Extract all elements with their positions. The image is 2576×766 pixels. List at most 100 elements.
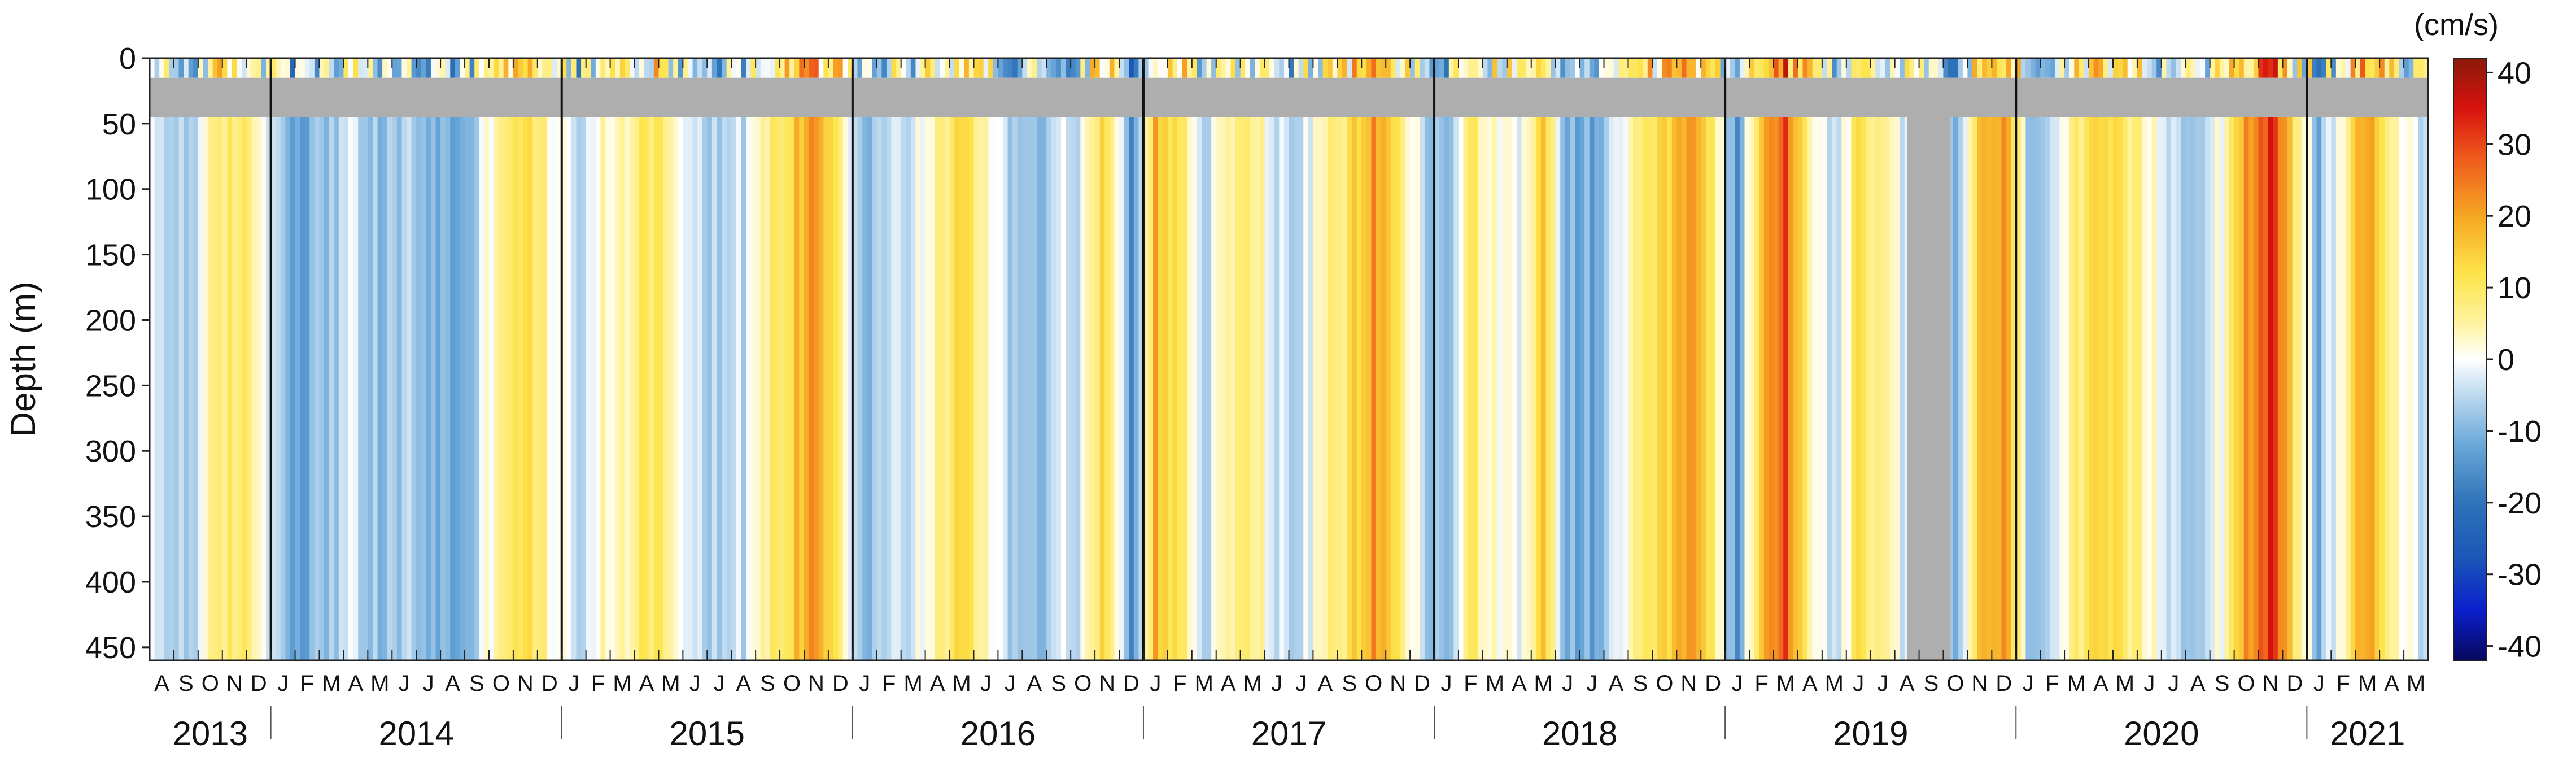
heatmap-cell bbox=[1356, 117, 1362, 660]
heatmap-cell bbox=[2069, 117, 2075, 660]
heatmap-cell bbox=[1414, 117, 1420, 660]
heatmap-cell-surface bbox=[1158, 58, 1163, 78]
heatmap-cell-surface bbox=[1521, 58, 1527, 78]
heatmap-cell bbox=[629, 117, 635, 660]
heatmap-cell-surface bbox=[508, 58, 514, 78]
heatmap-cell-surface bbox=[159, 58, 165, 78]
heatmap-cell bbox=[780, 117, 785, 660]
x-tick-label-month: O bbox=[492, 671, 510, 696]
heatmap-cells bbox=[150, 58, 2428, 660]
heatmap-cell bbox=[1439, 117, 1444, 660]
heatmap-cell bbox=[1662, 117, 1667, 660]
heatmap-cell bbox=[1885, 117, 1890, 660]
heatmap-cell-surface bbox=[1250, 58, 1256, 78]
heatmap-cell bbox=[2074, 117, 2080, 660]
heatmap-cell bbox=[430, 117, 436, 660]
colorbar-tick-label: 0 bbox=[2498, 343, 2514, 377]
heatmap-cell-surface bbox=[2031, 58, 2036, 78]
missing-data-regions bbox=[150, 77, 2428, 661]
heatmap-cell bbox=[2127, 117, 2133, 660]
heatmap-cell-surface bbox=[169, 58, 174, 78]
heatmap-cell-surface bbox=[741, 58, 746, 78]
heatmap-cell bbox=[1739, 117, 1745, 660]
heatmap-cell bbox=[2156, 117, 2162, 660]
heatmap-cell bbox=[2248, 117, 2254, 660]
heatmap-cell bbox=[469, 117, 475, 660]
heatmap-cell-surface bbox=[1109, 58, 1115, 78]
heatmap-cell bbox=[2408, 117, 2414, 660]
x-tick-label-month: J bbox=[277, 671, 289, 696]
x-tick-label-month: M bbox=[1825, 671, 1844, 696]
heatmap-cell bbox=[1807, 117, 1813, 660]
heatmap-cell bbox=[2346, 117, 2351, 660]
heatmap-cell bbox=[1555, 117, 1561, 660]
heatmap-cell bbox=[2229, 117, 2235, 660]
heatmap-cell bbox=[1332, 117, 1338, 660]
heatmap-cell bbox=[2103, 117, 2108, 660]
heatmap-cell bbox=[998, 117, 1003, 660]
heatmap-cell-surface bbox=[1671, 58, 1677, 78]
heatmap-cell-surface bbox=[435, 58, 441, 78]
heatmap-cell bbox=[1322, 117, 1328, 660]
heatmap-cell-surface bbox=[1027, 58, 1033, 78]
heatmap-cell-surface bbox=[1492, 58, 1498, 78]
heatmap-cell bbox=[1143, 117, 1149, 660]
heatmap-cell-surface bbox=[2360, 58, 2365, 78]
heatmap-cell-surface bbox=[537, 58, 543, 78]
heatmap-cell bbox=[818, 117, 824, 660]
heatmap-cell bbox=[416, 117, 422, 660]
heatmap-cell bbox=[1652, 117, 1658, 660]
heatmap-cell-surface bbox=[591, 58, 596, 78]
heatmap-cell bbox=[1691, 117, 1697, 660]
heatmap-cell-surface bbox=[619, 58, 625, 78]
heatmap-cell-surface bbox=[1482, 58, 1488, 78]
heatmap-cell-surface bbox=[2229, 58, 2235, 78]
heatmap-cell-surface bbox=[445, 58, 451, 78]
heatmap-cell bbox=[387, 117, 392, 660]
heatmap-cell bbox=[1730, 117, 1735, 660]
heatmap-cell bbox=[586, 117, 591, 660]
heatmap-cell-surface bbox=[1448, 58, 1454, 78]
heatmap-cell-surface bbox=[2374, 58, 2380, 78]
heatmap-cell bbox=[1473, 117, 1478, 660]
x-tick-label-month: A bbox=[1512, 671, 1527, 696]
x-tick-label-month: D bbox=[1705, 671, 1721, 696]
heatmap-cell-surface bbox=[1235, 58, 1241, 78]
heatmap-cell bbox=[1012, 117, 1018, 660]
heatmap-cell bbox=[1071, 117, 1076, 660]
x-tick-label-year: 2017 bbox=[1251, 715, 1326, 752]
heatmap-cell-surface bbox=[872, 58, 877, 78]
heatmap-cell-surface bbox=[823, 58, 829, 78]
x-tick-label-month: J bbox=[1562, 671, 1573, 696]
heatmap-cell-surface bbox=[644, 58, 649, 78]
heatmap-cell-surface bbox=[1725, 58, 1731, 78]
y-tick-label: 300 bbox=[85, 434, 136, 468]
heatmap-cell bbox=[881, 117, 887, 660]
heatmap-cell bbox=[193, 117, 199, 660]
x-tick-label-month: N bbox=[1971, 671, 1988, 696]
heatmap-cell bbox=[595, 117, 601, 660]
x-tick-label-month: J bbox=[568, 671, 579, 696]
heatmap-cell bbox=[2418, 117, 2424, 660]
heatmap-cell-surface bbox=[1633, 58, 1639, 78]
heatmap-cell-surface bbox=[1206, 58, 1212, 78]
heatmap-cell bbox=[1720, 117, 1726, 660]
heatmap-cell bbox=[979, 117, 984, 660]
heatmap-cell-surface bbox=[745, 58, 752, 78]
heatmap-cell-surface bbox=[2384, 58, 2390, 78]
heatmap-cell-surface bbox=[615, 58, 621, 78]
heatmap-cell bbox=[1545, 117, 1551, 660]
heatmap-cell bbox=[537, 117, 543, 660]
heatmap-cell-surface bbox=[2263, 58, 2269, 78]
heatmap-cell bbox=[150, 117, 155, 660]
year-divider-lines bbox=[269, 58, 2308, 660]
heatmap-cell-surface bbox=[1681, 58, 1687, 78]
heatmap-cell-surface bbox=[1022, 58, 1028, 78]
heatmap-cell-surface bbox=[1012, 58, 1018, 78]
heatmap-cell-surface bbox=[329, 58, 334, 78]
heatmap-cell-surface bbox=[193, 58, 199, 78]
heatmap-cell bbox=[1744, 117, 1750, 660]
x-tick-label-month: S bbox=[178, 671, 194, 696]
x-tick-label-month: M bbox=[370, 671, 389, 696]
heatmap-cell-surface bbox=[1667, 58, 1673, 78]
